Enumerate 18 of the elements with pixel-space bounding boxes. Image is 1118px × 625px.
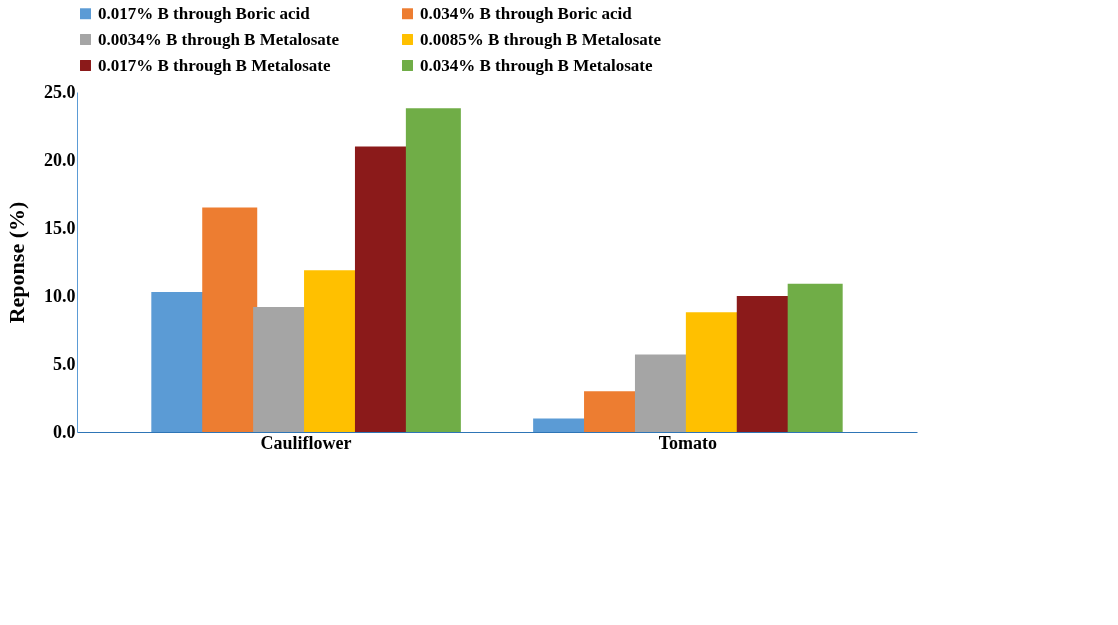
- bar: [405, 108, 461, 432]
- y-tick-label: 25.0: [44, 81, 76, 102]
- x-tick-label: Tomato: [658, 432, 718, 453]
- bar: [202, 207, 258, 432]
- legend-label: 0.017% B through B Metalosate: [98, 55, 331, 75]
- legend-label: 0.017% B through Boric acid: [98, 3, 311, 23]
- y-tick-label: 20.0: [44, 149, 76, 170]
- legend-label: 0.034% B through Boric acid: [420, 3, 633, 23]
- y-tick-label: 5.0: [53, 353, 76, 374]
- x-tick-label: Cauliflower: [260, 432, 352, 453]
- y-tick-label: 15.0: [44, 217, 76, 238]
- y-axis-title: Reponse (%): [4, 201, 29, 324]
- legend-label: 0.034% B through B Metalosate: [420, 55, 653, 75]
- legend-label: 0.0034% B through B Metalosate: [98, 29, 340, 49]
- legend-label: 0.0085% B through B Metalosate: [420, 29, 662, 49]
- y-tick-label: 10.0: [44, 285, 76, 306]
- bar: [787, 283, 843, 432]
- y-tick-label: 0.0: [53, 421, 76, 442]
